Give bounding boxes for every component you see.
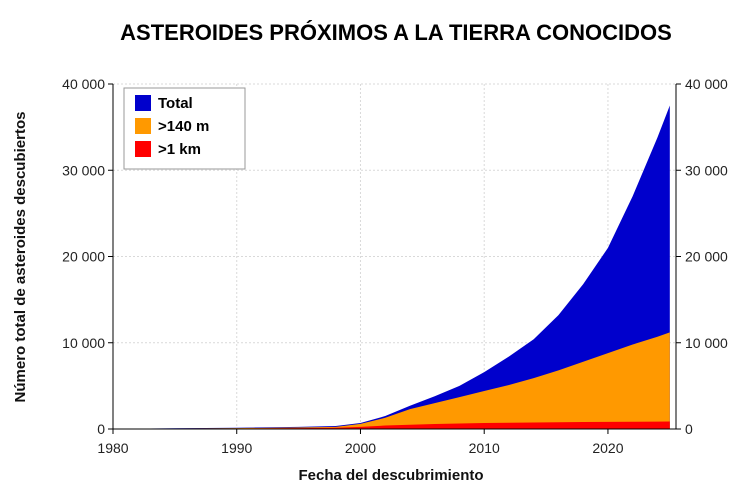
x-tick-label-1: 1990	[221, 440, 252, 456]
x-tick-label-2: 2000	[345, 440, 376, 456]
series-area-1	[137, 332, 670, 429]
legend-swatch-total	[135, 95, 151, 111]
right-y-ticks: 0 10 000 20 000 30 000 40 000	[676, 76, 728, 437]
x-axis-label: Fecha del descubrimiento	[298, 467, 483, 484]
left-y-tick-label-1: 10 000	[62, 335, 105, 351]
legend-swatch-140m	[135, 118, 151, 134]
left-y-tick-label-0: 0	[97, 421, 105, 437]
grid	[113, 83, 676, 429]
x-tick-label-4: 2020	[592, 440, 623, 456]
x-tick-label-0: 1980	[97, 440, 128, 456]
left-y-tick-label-2: 20 000	[62, 249, 105, 265]
right-y-tick-label-3: 30 000	[685, 162, 728, 178]
x-ticks: 1980 1990 2000 2010 2020	[97, 429, 624, 456]
legend-label-1km: >1 km	[158, 141, 201, 158]
legend: Total >140 m >1 km	[123, 87, 246, 170]
right-y-tick-label-1: 10 000	[685, 335, 728, 351]
series-area-2	[137, 421, 670, 429]
right-y-tick-label-4: 40 000	[685, 76, 728, 92]
right-y-tick-label-0: 0	[685, 421, 693, 437]
chart-title: ASTEROIDES PRÓXIMOS A LA TIERRA CONOCIDO…	[120, 20, 672, 45]
y-axis-label: Número total de asteroides descubiertos	[12, 112, 29, 403]
right-y-tick-label-2: 20 000	[685, 249, 728, 265]
legend-label-140m: >140 m	[158, 118, 209, 135]
left-y-ticks: 0 10 000 20 000 30 000 40 000	[62, 76, 113, 437]
left-y-tick-label-3: 30 000	[62, 162, 105, 178]
series-area-0	[137, 105, 670, 429]
legend-swatch-1km	[135, 141, 151, 157]
legend-label-total: Total	[158, 95, 193, 112]
series-areas	[137, 105, 670, 429]
x-tick-label-3: 2010	[469, 440, 500, 456]
left-y-tick-label-4: 40 000	[62, 76, 105, 92]
